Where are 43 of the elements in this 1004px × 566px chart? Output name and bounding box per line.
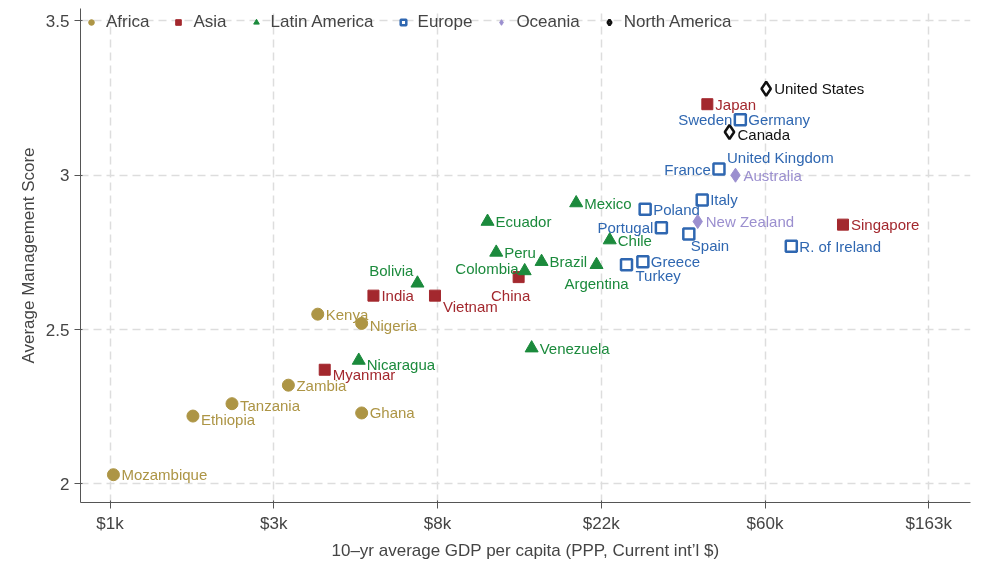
annotation: China xyxy=(491,286,531,304)
x-tick-label: $3k xyxy=(260,513,288,533)
legend-label: Asia xyxy=(193,12,227,32)
annotation: Venezuela xyxy=(539,339,611,357)
annotation: Peru xyxy=(504,243,536,261)
legend-label: Oceania xyxy=(516,12,580,32)
annotation: Bolivia xyxy=(369,261,415,279)
legend-label: Latin America xyxy=(270,12,374,32)
y-tick-label: 3.5 xyxy=(45,11,70,31)
annotation: Nigeria xyxy=(369,316,418,334)
annotation: France xyxy=(664,160,711,178)
annotation: Ghana xyxy=(369,404,416,422)
x-axis-title: 10–yr average GDP per capita (PPP, Current int’l $) xyxy=(331,540,720,560)
legend-label: North America xyxy=(623,12,732,32)
annotation: Italy xyxy=(710,191,739,209)
annotation: Singapore xyxy=(851,216,920,234)
annotation: Mozambique xyxy=(121,466,208,484)
annotation: United Kingdom xyxy=(726,148,834,166)
y-tick-label: 2.5 xyxy=(45,320,70,340)
annotation: Sweden xyxy=(678,111,733,129)
annotation: Brazil xyxy=(549,253,588,271)
y-tick-label: 3 xyxy=(60,166,70,186)
annotation: Ecuador xyxy=(495,213,552,231)
legend-label: Europe xyxy=(417,12,473,32)
annotation: Poland xyxy=(653,200,700,218)
annotation: Australia xyxy=(743,166,803,184)
annotation: Spain xyxy=(690,237,730,255)
x-tick-label: $163k xyxy=(905,513,953,533)
x-tick-label: $8k xyxy=(423,513,452,533)
y-axis-title: Average Management Score xyxy=(18,147,38,364)
annotation: Argentina xyxy=(564,275,630,293)
y-tick-label: 2 xyxy=(60,474,70,494)
legend-label: Africa xyxy=(106,12,150,32)
annotation: Japan xyxy=(715,95,757,113)
annotation: Mexico xyxy=(584,194,632,212)
annotation: R. of Ireland xyxy=(799,237,882,255)
annotation: India xyxy=(381,287,415,305)
x-tick-label: $22k xyxy=(582,513,621,533)
annotation: Colombia xyxy=(455,260,520,278)
x-tick-label: $60k xyxy=(746,513,784,533)
x-tick-label: $1k xyxy=(96,513,125,533)
annotation: United States xyxy=(774,80,865,98)
annotation: New Zealand xyxy=(705,213,795,231)
